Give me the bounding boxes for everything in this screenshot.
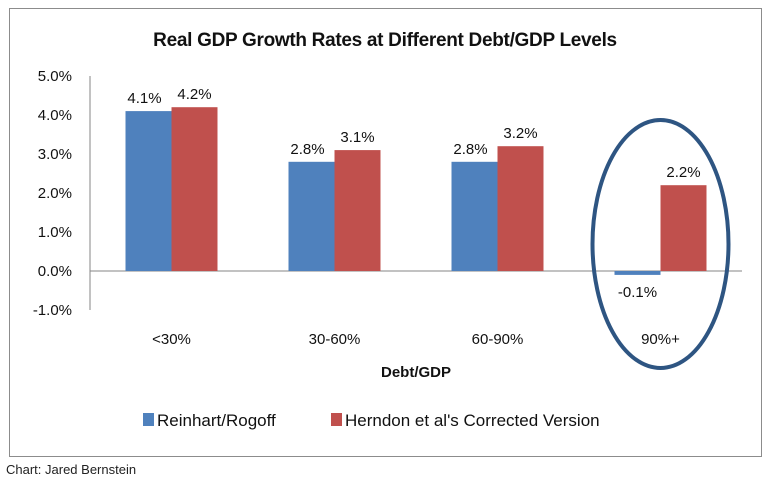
bar-reinhart-rogoff — [614, 271, 661, 275]
y-tick-label: 0.0% — [38, 263, 72, 280]
y-tick-label: 2.0% — [38, 185, 72, 202]
data-label: 2.8% — [453, 141, 487, 158]
y-tick-label: -1.0% — [33, 302, 72, 319]
legend-swatch — [143, 413, 154, 426]
x-tick-label: 90%+ — [641, 331, 680, 348]
bar-reinhart-rogoff — [288, 161, 335, 271]
bar-herndon-corrected — [660, 185, 707, 271]
data-label: 4.1% — [127, 90, 161, 107]
bar-herndon-corrected — [497, 146, 544, 271]
data-label: 3.1% — [340, 129, 374, 146]
x-tick-label: 60-90% — [472, 331, 524, 348]
bar-reinhart-rogoff — [125, 111, 172, 271]
data-label: 2.8% — [290, 141, 324, 158]
y-tick-label: 4.0% — [38, 107, 72, 124]
chart-title: Real GDP Growth Rates at Different Debt/… — [153, 30, 617, 51]
data-label: -0.1% — [618, 284, 657, 301]
y-tick-label: 1.0% — [38, 224, 72, 241]
y-tick-label: 3.0% — [38, 146, 72, 163]
chart-credit: Chart: Jared Bernstein — [6, 462, 137, 477]
bar-reinhart-rogoff — [451, 161, 498, 271]
data-label: 2.2% — [666, 164, 700, 181]
data-label: 4.2% — [177, 86, 211, 103]
legend-label: Herndon et al's Corrected Version — [345, 411, 600, 430]
x-tick-label: <30% — [152, 331, 191, 348]
legend-swatch — [331, 413, 342, 426]
highlight-ellipse — [590, 118, 731, 370]
x-axis-title: Debt/GDP — [381, 364, 451, 381]
legend-label: Reinhart/Rogoff — [157, 411, 276, 430]
bar-herndon-corrected — [334, 150, 381, 271]
bar-herndon-corrected — [171, 107, 218, 271]
data-label: 3.2% — [503, 125, 537, 142]
y-tick-label: 5.0% — [38, 68, 72, 85]
x-tick-label: 30-60% — [309, 331, 361, 348]
